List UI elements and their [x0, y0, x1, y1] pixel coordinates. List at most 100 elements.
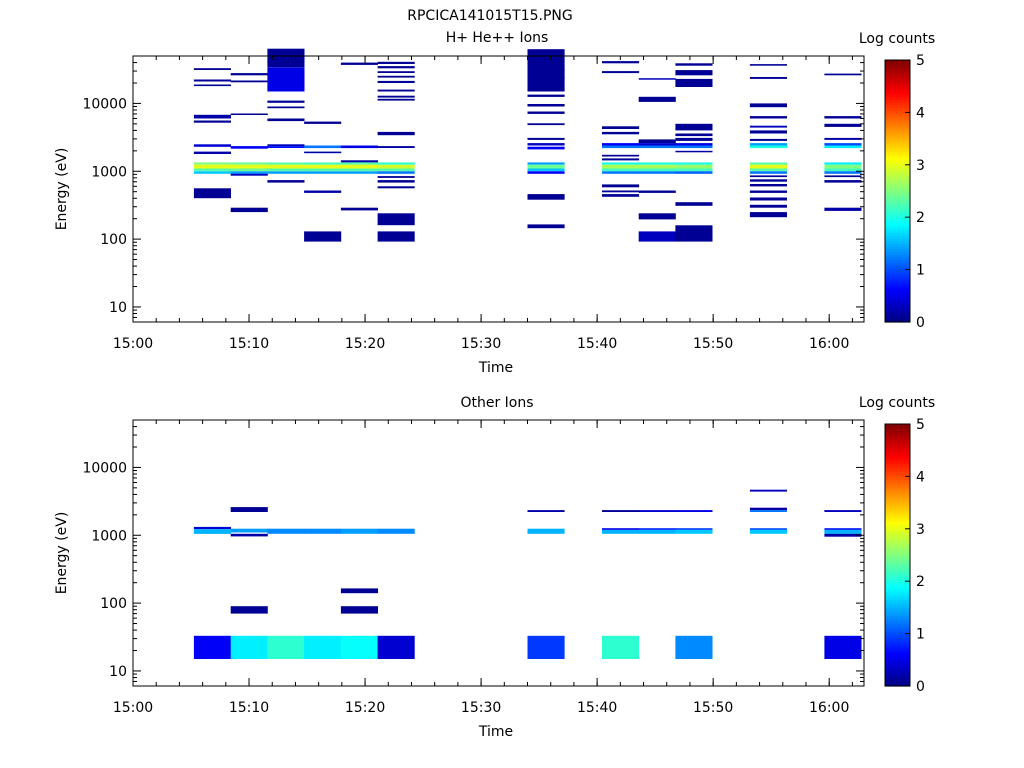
- colorbar-segment: [885, 75, 910, 79]
- colorbar-segment: [885, 541, 910, 546]
- colorbar-segment: [885, 146, 910, 150]
- colorbar-segment: [885, 170, 910, 174]
- colorbar-segment: [885, 274, 910, 279]
- colorbar-segment: [885, 253, 910, 258]
- colorbar-segment: [885, 665, 910, 669]
- colorbar-segment: [885, 683, 910, 687]
- colorbar-segment: [885, 311, 910, 315]
- colorbar-segment: [885, 259, 910, 263]
- colorbar-segment: [885, 481, 910, 485]
- heatmap-cell: [824, 123, 862, 127]
- heatmap-cell: [527, 146, 565, 150]
- colorbar-segment: [885, 209, 910, 213]
- heatmap-cell: [675, 168, 713, 172]
- heatmap-cell: [193, 68, 231, 70]
- heatmap-cell: [193, 144, 231, 147]
- colorbar-segment: [885, 667, 910, 671]
- heatmap-cell: [824, 175, 862, 178]
- heatmap-cell: [675, 70, 713, 76]
- heatmap-cell: [377, 213, 415, 226]
- x-tick-label: 15:00: [113, 336, 153, 352]
- colorbar-segment: [885, 198, 910, 203]
- heatmap-cell: [340, 588, 378, 594]
- colorbar-segment: [885, 555, 910, 559]
- colorbar-segment: [885, 246, 910, 250]
- heatmap-cell: [602, 190, 640, 193]
- colorbar-segment: [885, 599, 910, 603]
- colorbar-segment: [885, 596, 910, 601]
- heatmap-cell: [527, 104, 565, 107]
- heatmap-cell: [749, 184, 787, 187]
- x-axis: 15:00 15:10 15:20 15:30 15:40 15:50 16:00: [113, 56, 853, 352]
- heatmap-cell: [304, 164, 342, 169]
- heatmap-cell: [340, 164, 378, 169]
- colorbar-segment: [885, 594, 910, 598]
- heatmap-cell: [527, 94, 565, 97]
- colorbar-segment: [885, 657, 910, 661]
- heatmap-cell: [304, 190, 342, 193]
- colorbar-segment: [885, 636, 910, 640]
- colorbar-segment: [885, 151, 910, 155]
- heatmap-cell: [193, 171, 231, 174]
- heatmap-cell: [230, 113, 268, 115]
- colorbar-segment: [885, 65, 910, 69]
- heatmap-cell: [602, 71, 640, 74]
- colorbar-segment: [885, 536, 910, 540]
- heatmap-cell: [675, 510, 713, 512]
- heatmap-cell: [749, 64, 787, 66]
- heatmap-cell: [527, 162, 565, 165]
- heatmap-cell: [602, 510, 640, 512]
- heatmap-cell: [675, 528, 713, 530]
- heatmap-cell: [340, 635, 378, 659]
- heatmap-cell: [377, 66, 415, 69]
- heatmap-cell: [230, 171, 268, 174]
- heatmap-cell: [377, 89, 415, 92]
- heatmap-cell: [304, 162, 342, 165]
- heatmap-cell: [230, 207, 268, 213]
- colorbar-segment: [885, 633, 910, 637]
- heatmap-cell: [527, 171, 565, 174]
- heatmap-cell: [675, 162, 713, 165]
- colorbar-tick-label: 4: [916, 469, 925, 485]
- y-tick-label: 100: [100, 232, 127, 248]
- heatmap-cell: [193, 526, 231, 530]
- colorbar-segment: [885, 303, 910, 307]
- heatmap-cell: [193, 79, 231, 82]
- heatmap-cell: [749, 143, 787, 146]
- colorbar-tick-label: 2: [916, 574, 925, 590]
- colorbar-segment: [885, 620, 910, 624]
- colorbar-segment: [885, 238, 910, 242]
- colorbar-segment: [885, 107, 910, 111]
- colorbar-tick-label: 0: [916, 315, 925, 331]
- colorbar-segment: [885, 154, 910, 158]
- colorbar-segment: [885, 256, 910, 260]
- heatmap-cell: [377, 146, 415, 148]
- heatmap-cell: [304, 635, 342, 659]
- x-axis-label: Time: [478, 724, 513, 740]
- colorbar-segment: [885, 547, 910, 551]
- y-tick-label: 10: [109, 300, 127, 316]
- colorbar-segment: [885, 463, 910, 467]
- colorbar-segment: [885, 86, 910, 90]
- colorbar-tick-label: 3: [916, 522, 925, 538]
- colorbar-segment: [885, 680, 910, 684]
- heatmap-cell: [377, 71, 415, 73]
- colorbar-segment: [885, 539, 910, 543]
- heatmap-cell: [377, 171, 415, 174]
- heatmap-cell: [638, 510, 676, 512]
- colorbar-segment: [885, 185, 910, 189]
- colorbar-segment: [885, 654, 910, 658]
- colorbar-segment: [885, 143, 910, 148]
- heatmap-cell: [267, 171, 305, 174]
- colorbar-segment: [885, 675, 910, 679]
- heatmap-cell: [675, 635, 713, 659]
- colorbar-segment: [885, 201, 910, 205]
- heatmap-cell: [824, 171, 862, 174]
- colorbar-segment: [885, 670, 910, 674]
- colorbar-segment: [885, 298, 910, 302]
- heatmap-cell: [824, 143, 862, 146]
- heatmap-cell: [230, 606, 268, 614]
- heatmap-cell: [749, 125, 787, 128]
- colorbar-segment: [885, 164, 910, 169]
- heatmap-cell: [340, 207, 378, 211]
